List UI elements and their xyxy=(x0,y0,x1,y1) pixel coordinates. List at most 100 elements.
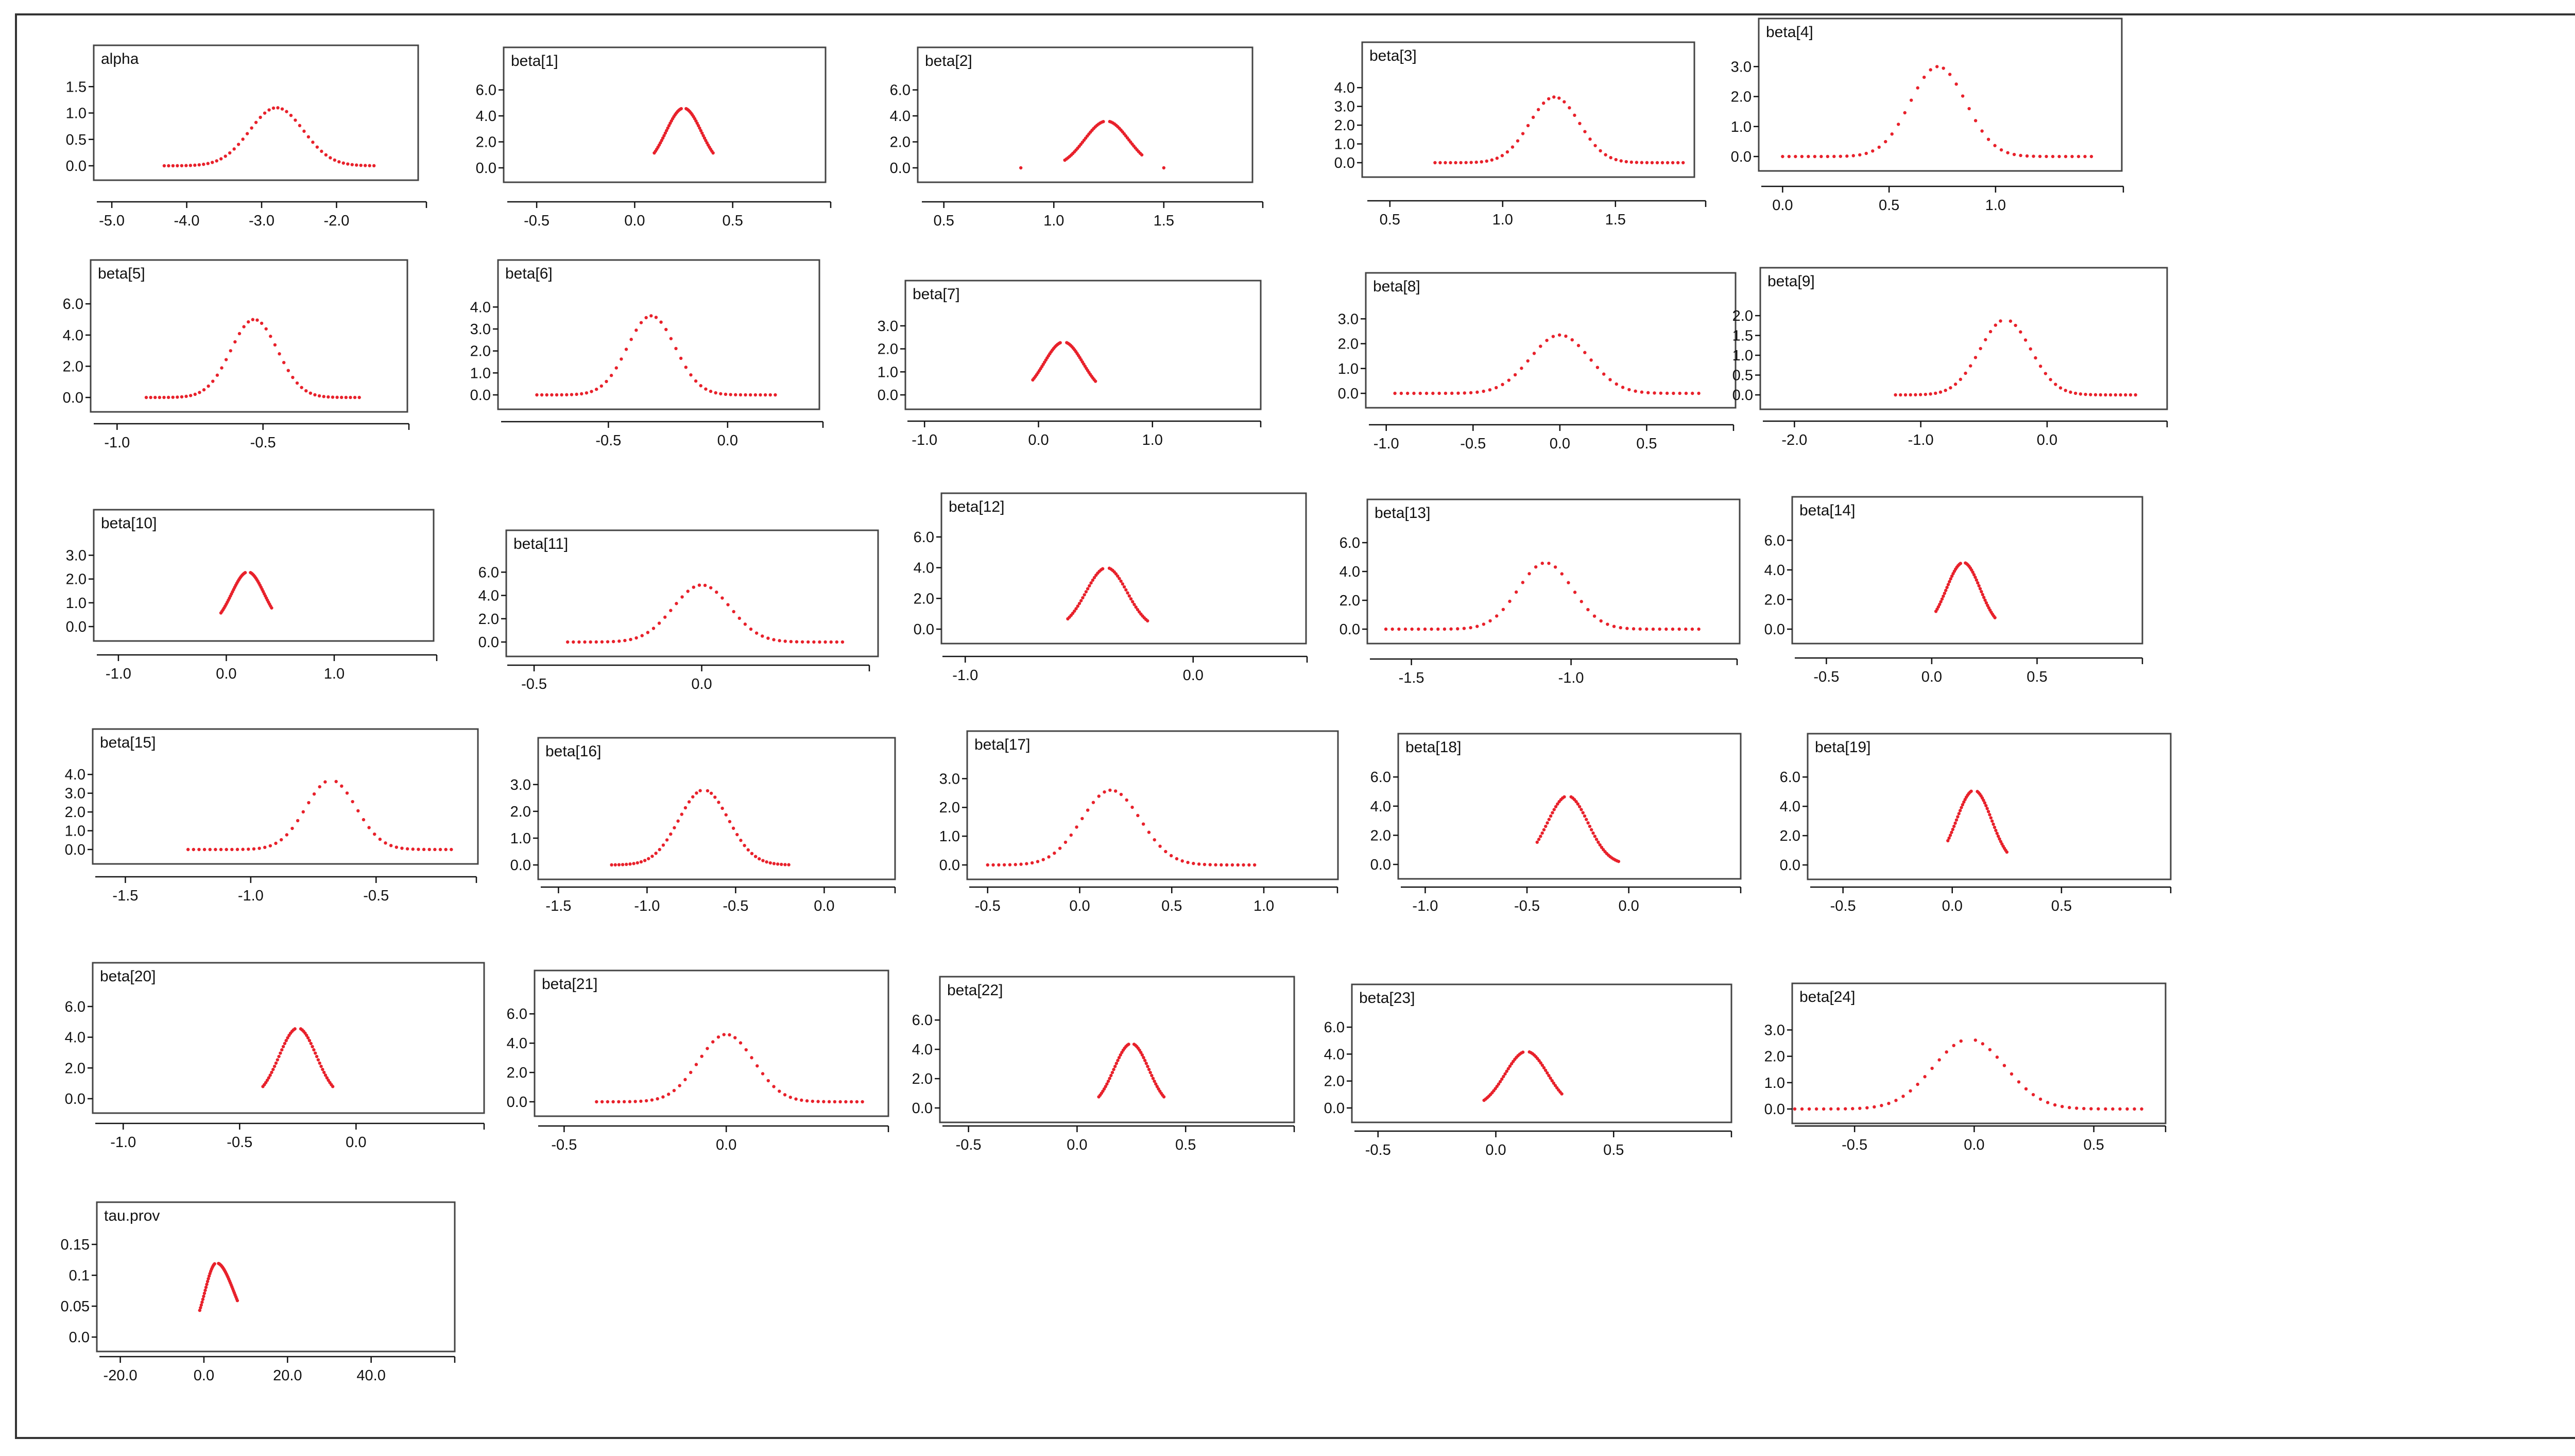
density-point xyxy=(351,800,354,804)
density-point xyxy=(242,325,246,328)
density-point xyxy=(572,640,575,644)
density-point xyxy=(1949,577,1952,581)
density-point xyxy=(1948,834,1952,837)
density-point xyxy=(1552,808,1556,811)
density-point xyxy=(731,826,735,830)
density-point xyxy=(2006,151,2010,154)
density-point xyxy=(282,360,286,365)
density-point xyxy=(787,863,791,866)
density-point xyxy=(1671,161,1675,165)
density-point xyxy=(1665,391,1669,395)
density-point xyxy=(1589,828,1593,831)
density-point xyxy=(1660,161,1664,165)
density-point xyxy=(650,1098,654,1102)
density-point xyxy=(2064,154,2068,159)
density-point xyxy=(1019,166,1023,170)
plot-title: beta[5] xyxy=(98,265,145,282)
y-tick-label: 2.0 xyxy=(1731,89,1752,106)
density-point xyxy=(1573,113,1576,117)
y-tick-label: 2.0 xyxy=(1764,592,1785,608)
density-point xyxy=(550,393,554,397)
density-point xyxy=(1498,1080,1502,1084)
density-point xyxy=(2038,365,2042,368)
density-point xyxy=(1664,627,1668,631)
density-point xyxy=(1143,1059,1147,1062)
density-point xyxy=(617,639,621,643)
density-point xyxy=(263,845,267,850)
x-tick-label: -0.5 xyxy=(1365,1142,1391,1158)
density-point xyxy=(585,391,589,395)
density-point xyxy=(1119,1053,1122,1057)
y-tick-label: 2.0 xyxy=(1340,593,1360,609)
plot-frame xyxy=(917,46,1254,183)
y-tick-label: 0.5 xyxy=(1732,368,1753,384)
density-point xyxy=(279,1051,282,1055)
density-point xyxy=(1019,862,1023,866)
density-point xyxy=(643,859,647,862)
density-point xyxy=(1126,591,1129,595)
density-point xyxy=(669,832,673,836)
density-point xyxy=(1506,1067,1510,1070)
x-tick-label: 0.0 xyxy=(216,666,236,682)
density-point xyxy=(1953,821,1957,825)
density-plot: beta[16] 0.0 1.0 2.0 3.0 -1.5 -1.0 -0.5 0.0 xyxy=(510,737,896,914)
density-point xyxy=(1982,799,1985,802)
density-point xyxy=(2005,850,2009,854)
density-point xyxy=(673,826,676,829)
density-point xyxy=(778,1089,781,1093)
density-point xyxy=(372,164,376,168)
density-point xyxy=(1521,1050,1525,1054)
density-point xyxy=(1901,1095,1905,1098)
plot-frame xyxy=(1351,983,1732,1123)
density-point xyxy=(278,352,281,356)
density-point xyxy=(689,373,693,377)
density-point xyxy=(1880,1104,1883,1107)
density-point xyxy=(433,847,437,852)
density-point xyxy=(1909,393,1912,397)
density-point xyxy=(1114,1062,1119,1065)
y-tick-label: 0.0 xyxy=(1764,621,1785,638)
density-point xyxy=(1937,1058,1941,1062)
density-point xyxy=(628,1100,632,1103)
y-tick-label: 6.0 xyxy=(1340,535,1360,551)
density-point xyxy=(295,381,299,385)
x-tick-label: -1.0 xyxy=(912,432,937,448)
density-point xyxy=(1646,391,1650,394)
density-point xyxy=(1443,627,1447,631)
density-point xyxy=(1053,851,1056,855)
y-tick-label: 6.0 xyxy=(63,296,83,313)
density-point xyxy=(2057,154,2061,159)
density-point xyxy=(2029,347,2032,351)
density-point xyxy=(1113,1065,1117,1068)
density-point xyxy=(1938,390,1943,394)
density-point xyxy=(193,392,197,396)
density-point xyxy=(2038,154,2042,158)
y-tick-label: 0.0 xyxy=(478,634,499,651)
y-tick-label: 1.0 xyxy=(510,830,531,847)
density-point xyxy=(1914,393,1917,396)
density-point xyxy=(1554,805,1558,808)
density-point xyxy=(565,393,569,396)
y-tick-label: 6.0 xyxy=(914,529,934,546)
density-point xyxy=(171,395,175,399)
density-point xyxy=(1475,390,1479,394)
density-point xyxy=(617,863,621,866)
density-point xyxy=(2083,154,2087,159)
y-tick-label: 0.0 xyxy=(510,857,531,874)
density-point xyxy=(1543,1068,1548,1072)
density-point xyxy=(353,395,357,400)
x-tick-label: 0.0 xyxy=(1069,898,1090,914)
density-point xyxy=(1437,391,1441,395)
density-point xyxy=(1424,391,1429,395)
x-tick-label: 0.5 xyxy=(1879,197,1899,214)
density-point xyxy=(1431,391,1435,395)
density-point xyxy=(827,1100,831,1104)
density-point xyxy=(2044,372,2048,375)
density-point xyxy=(334,779,338,784)
density-point xyxy=(315,1054,319,1059)
density-point xyxy=(1242,863,1245,867)
density-point xyxy=(1074,607,1078,611)
density-point xyxy=(665,838,669,842)
density-point xyxy=(766,636,770,640)
density-point xyxy=(197,847,201,852)
